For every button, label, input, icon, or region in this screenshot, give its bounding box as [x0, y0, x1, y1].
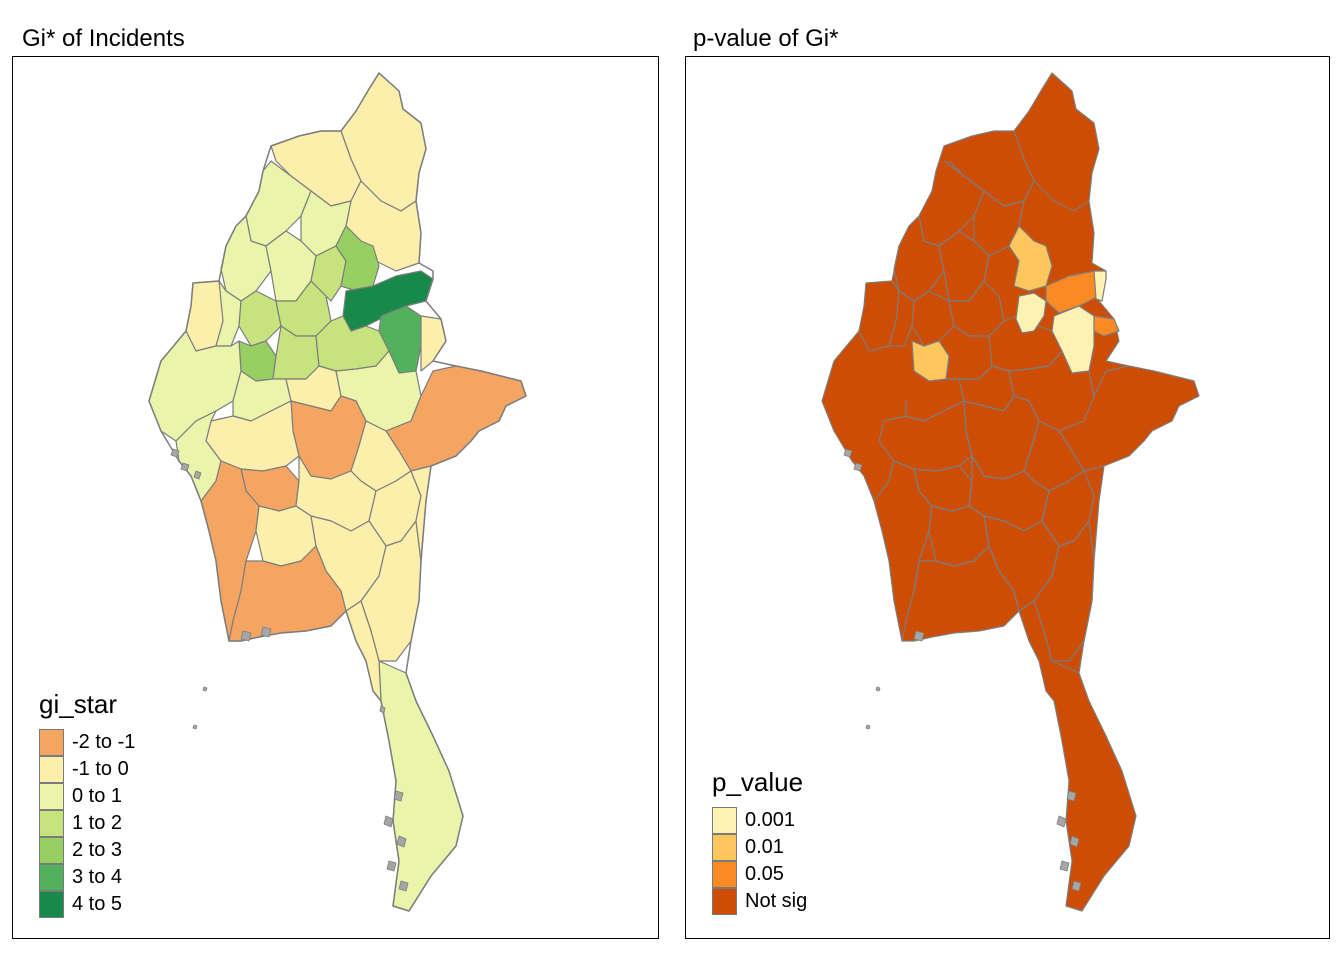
right-map-title: p-value of Gi*: [693, 25, 839, 52]
legend-item: 0.05: [712, 861, 807, 888]
legend-label: -2 to -1: [72, 731, 136, 753]
legend-item: 0.001: [712, 807, 807, 834]
legend-label: 1 to 2: [72, 812, 123, 834]
legend-item: 3 to 4: [39, 864, 135, 891]
legend-title: gi_star: [39, 689, 118, 719]
legend-label: 0.01: [745, 836, 784, 858]
legend-item: -2 to -1: [39, 729, 135, 756]
legend-swatch: [39, 810, 64, 837]
legend-item: Not sig: [712, 888, 807, 915]
legend-swatch: [39, 864, 64, 891]
right-map-frame: p_value 0.001 0.01 0.05 Not sig: [685, 56, 1330, 939]
left-map-title: Gi* of Incidents: [22, 25, 185, 52]
legend-label: 2 to 3: [72, 839, 123, 861]
legend-item: -1 to 0: [39, 756, 135, 783]
myanmar-regions-gi-star: [148, 72, 527, 912]
coastal-islands: [170, 448, 409, 892]
legend-item: 2 to 3: [39, 837, 135, 864]
myanmar-regions-p-value: [821, 72, 1200, 912]
legend-swatch: [712, 888, 737, 915]
legend-swatch: [39, 837, 64, 864]
legend-item: 1 to 2: [39, 810, 135, 837]
legend-swatch: [712, 807, 737, 834]
legend-swatch: [39, 783, 64, 810]
legend-swatch: [712, 834, 737, 861]
gi-star-choropleth-map: [148, 72, 527, 912]
gi-star-legend: gi_star -2 to -1 -1 to 0 0 to 1 1 to 2 2 to …: [39, 689, 135, 918]
left-map-frame: gi_star -2 to -1 -1 to 0 0 to 1 1 to 2 2 to …: [12, 56, 659, 939]
legend-label: Not sig: [745, 890, 808, 912]
legend-item: 0 to 1: [39, 783, 135, 810]
legend-title: p_value: [712, 767, 804, 797]
legend-item: 4 to 5: [39, 891, 135, 918]
legend-swatch: [39, 729, 64, 756]
legend-swatch: [39, 756, 64, 783]
legend-swatch: [39, 891, 64, 918]
legend-swatch: [712, 861, 737, 888]
legend-label: 0.001: [745, 809, 796, 831]
legend-label: -1 to 0: [72, 758, 129, 780]
legend-label: 0 to 1: [72, 785, 123, 807]
legend-label: 3 to 4: [72, 866, 123, 888]
p-value-choropleth-map: [821, 72, 1200, 912]
legend-item: 0.01: [712, 834, 807, 861]
coastal-islands-right: [843, 448, 1082, 892]
legend-label: 0.05: [745, 863, 784, 885]
legend-label: 4 to 5: [72, 893, 123, 915]
p-value-legend: p_value 0.001 0.01 0.05 Not sig: [712, 767, 807, 915]
